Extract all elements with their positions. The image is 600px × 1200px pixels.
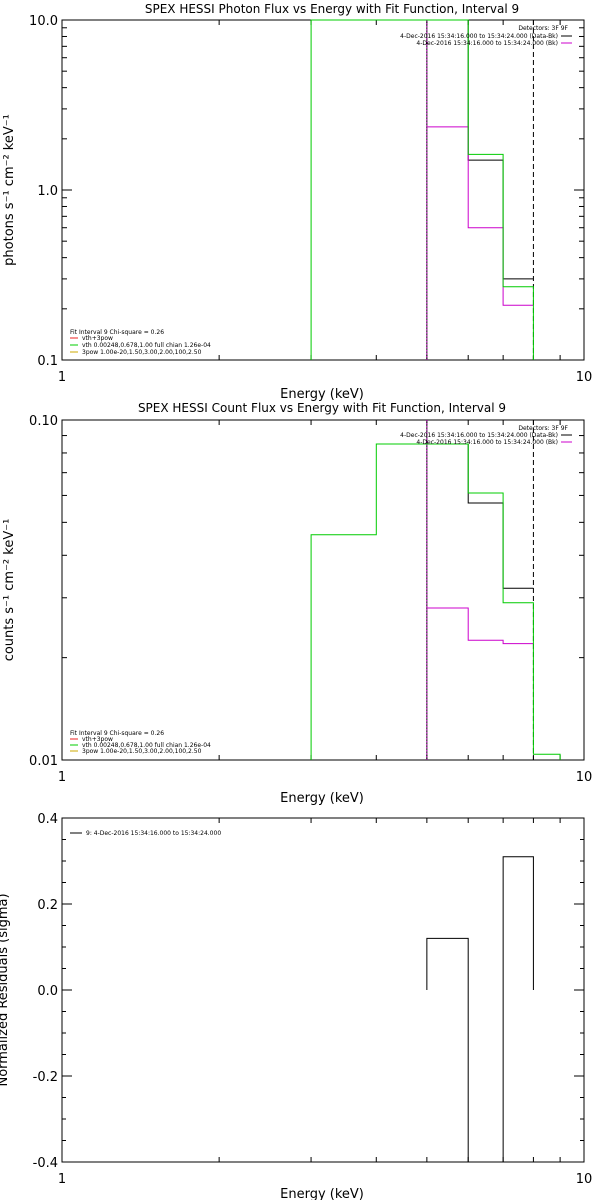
photon-flux-fit-legend: Fit Interval 9 Chi-square = 0.26 vth+3po…	[70, 329, 211, 356]
fit-legend-entry-vth: vth 0.00248,0.678,1.00 full chian 1.26e-…	[82, 342, 211, 349]
residuals-frame	[61, 817, 585, 1163]
detectors-label: Detectors: 3F 9F	[518, 25, 568, 32]
fit-legend-entry-3pow: 3pow 1.00e-20,1.50,3.00,2.00,100,2.50	[82, 748, 202, 755]
y-tick-label: 0.10	[29, 414, 58, 429]
residuals-panel: Energy (keV) Normalized Residuals (sigma…	[0, 812, 592, 1200]
bk-interval-label: 4-Dec-2016 15:34:16.000 to 15:34:24.000 …	[416, 40, 558, 47]
fit-legend-title: Fit Interval 9 Chi-square = 0.26	[70, 329, 164, 336]
photon-flux-title: SPEX HESSI Photon Flux vs Energy with Fi…	[145, 2, 519, 16]
y-tick-label: -0.4	[33, 1156, 58, 1171]
y-tick-label: -0.2	[33, 1070, 58, 1085]
photon-flux-xlabel: Energy (keV)	[280, 387, 364, 402]
x-tick-label: 1	[58, 1172, 66, 1187]
fit-legend-entry-total: vth+3pow	[82, 335, 113, 342]
spectrum-step-series	[426, 126, 534, 306]
spectrum-step-series	[426, 607, 534, 645]
residuals-plot-area	[426, 856, 534, 1163]
x-tick-label: 10	[576, 1172, 593, 1187]
residuals-xlabel: Energy (keV)	[280, 1187, 364, 1200]
fit-legend-entry-total: vth+3pow	[82, 736, 113, 743]
photon-flux-ylabel: photons s⁻¹ cm⁻² keV⁻¹	[2, 114, 17, 266]
fit-legend-entry-3pow: 3pow 1.00e-20,1.50,3.00,2.00,100,2.50	[82, 349, 202, 356]
spectrum-step-series	[426, 19, 534, 280]
data-bk-interval-label: 4-Dec-2016 15:34:16.000 to 15:34:24.000 …	[400, 432, 558, 439]
y-tick-label: 0.1	[37, 354, 58, 369]
count-flux-plot-area	[310, 420, 561, 760]
fit-legend-title: Fit Interval 9 Chi-square = 0.26	[70, 730, 164, 737]
count-flux-xlabel: Energy (keV)	[280, 791, 364, 806]
y-tick-label: 1.0	[37, 184, 58, 199]
spectrum-step-series	[310, 443, 561, 760]
x-tick-label: 1	[58, 370, 66, 385]
count-flux-panel: SPEX HESSI Count Flux vs Energy with Fit…	[2, 401, 592, 806]
count-flux-fit-legend: Fit Interval 9 Chi-square = 0.26 vth+3po…	[70, 730, 211, 755]
y-tick-label: 0.0	[37, 984, 58, 999]
photon-flux-plot-area	[310, 19, 534, 360]
residuals-ticks: 1 10 -0.4 -0.2 0.0 0.2 0.4	[33, 812, 593, 1187]
residual-bar	[426, 937, 469, 990]
spectrum-step-series	[426, 443, 534, 589]
x-tick-label: 10	[576, 770, 593, 785]
spectrum-step-series	[310, 19, 534, 360]
count-flux-header: Detectors: 3F 9F 4-Dec-2016 15:34:16.000…	[400, 425, 572, 446]
count-flux-title: SPEX HESSI Count Flux vs Energy with Fit…	[138, 401, 506, 415]
data-bk-interval-label: 4-Dec-2016 15:34:16.000 to 15:34:24.000 …	[400, 33, 558, 40]
bk-interval-label: 4-Dec-2016 15:34:16.000 to 15:34:24.000 …	[416, 439, 558, 446]
y-tick-label: 10.0	[29, 14, 58, 29]
count-flux-ylabel: counts s⁻¹ cm⁻² keV⁻¹	[2, 519, 17, 662]
residuals-legend: 9: 4-Dec-2016 15:34:16.000 to 15:34:24.0…	[70, 830, 221, 837]
fit-legend-entry-vth: vth 0.00248,0.678,1.00 full chian 1.26e-…	[82, 742, 211, 749]
detectors-label: Detectors: 3F 9F	[518, 425, 568, 432]
y-tick-label: 0.2	[37, 898, 58, 913]
photon-flux-panel: SPEX HESSI Photon Flux vs Energy with Fi…	[2, 2, 592, 402]
count-flux-frame	[61, 419, 585, 761]
residual-bar	[467, 990, 504, 1163]
residuals-legend-label: 9: 4-Dec-2016 15:34:16.000 to 15:34:24.0…	[86, 830, 221, 837]
y-tick-label: 0.01	[29, 754, 58, 769]
residuals-ylabel: Normalized Residuals (sigma)	[0, 893, 11, 1086]
x-tick-label: 10	[576, 370, 593, 385]
x-tick-label: 1	[58, 770, 66, 785]
photon-flux-frame	[61, 19, 585, 361]
residual-bar	[502, 856, 534, 990]
photon-flux-header: Detectors: 3F 9F 4-Dec-2016 15:34:16.000…	[400, 25, 572, 47]
y-tick-label: 0.4	[37, 812, 58, 827]
